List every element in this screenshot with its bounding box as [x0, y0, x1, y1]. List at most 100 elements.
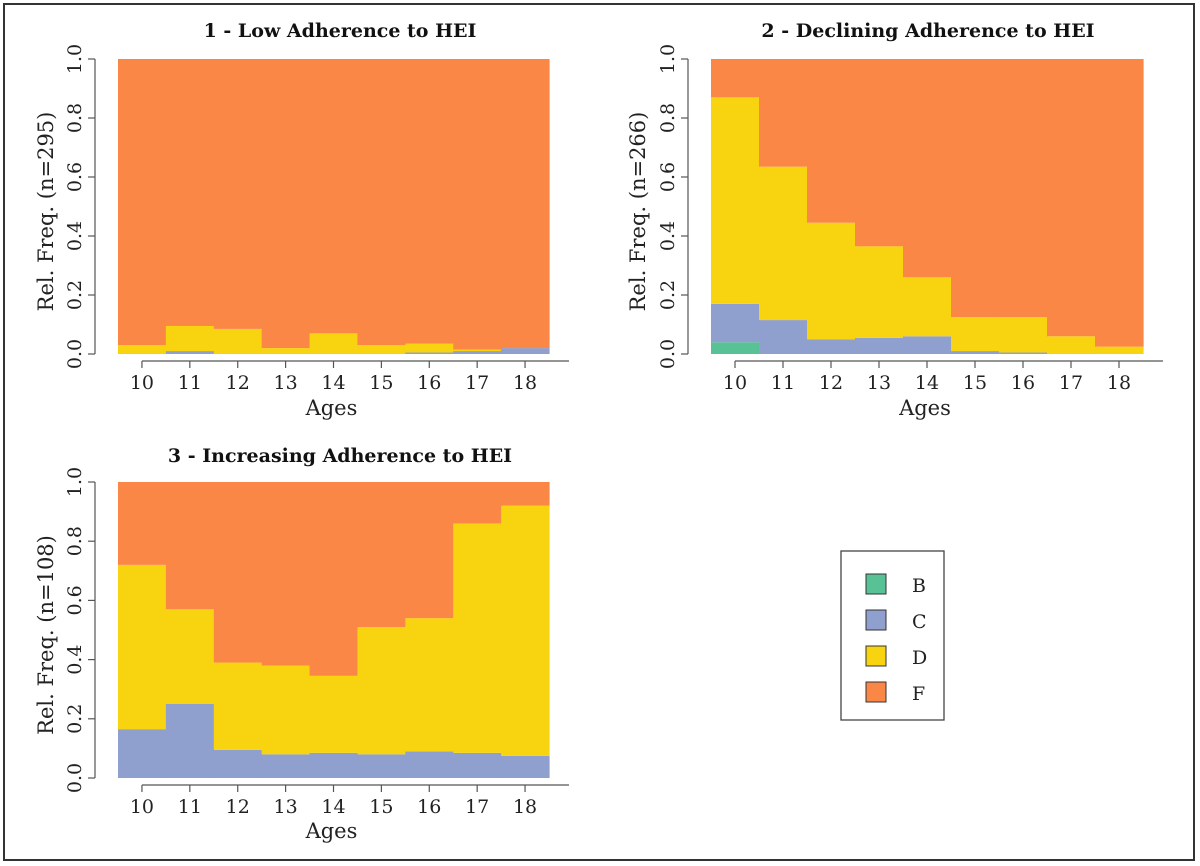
- x-tick-label: 12: [819, 372, 843, 394]
- bar-segment-f: [405, 482, 454, 619]
- bar-segment-f: [165, 59, 215, 326]
- bar-segment-d: [453, 523, 502, 753]
- y-tick-label: 1.0: [64, 44, 86, 74]
- bar-segment-f: [453, 482, 502, 524]
- x-tick-label: 18: [1107, 372, 1131, 394]
- bar-segment-d: [903, 277, 952, 337]
- x-tick-label: 10: [130, 372, 154, 394]
- legend-box: [840, 550, 945, 721]
- x-tick-label: 12: [226, 372, 250, 394]
- legend-label-b: B: [912, 575, 926, 597]
- x-tick-label: 18: [513, 796, 537, 818]
- x-axis-label: Ages: [305, 396, 358, 420]
- y-axis-label: Rel. Freq. (n=266): [626, 112, 650, 312]
- bar-segment-f: [357, 482, 406, 628]
- bar-segment-f: [999, 59, 1048, 318]
- y-tick-label: 0.6: [657, 162, 679, 192]
- bar-segment-c: [357, 754, 406, 778]
- x-tick-label: 14: [321, 796, 345, 818]
- bar-segment-f: [309, 482, 359, 676]
- x-tick-label: 10: [130, 796, 154, 818]
- x-tick-label: 16: [1011, 372, 1035, 394]
- bar-segment-d: [213, 662, 263, 750]
- y-tick-label: 0.0: [64, 763, 86, 793]
- bar-segment-c: [951, 351, 1000, 354]
- bar-segment-f: [711, 59, 760, 98]
- bar-segment-f: [453, 59, 502, 350]
- bar-segment-d: [309, 675, 359, 753]
- y-tick-label: 0.6: [64, 162, 86, 192]
- chart-title: 2 - Declining Adherence to HEI: [761, 20, 1094, 42]
- bar-segment-f: [405, 59, 454, 344]
- legend-swatch-b: [865, 573, 887, 595]
- bar-segment-c: [213, 749, 263, 778]
- bar-segment-d: [405, 343, 454, 353]
- x-axis-label: Ages: [898, 396, 951, 420]
- bar-segment-f: [759, 59, 808, 167]
- bar-segment-d: [501, 505, 550, 756]
- x-tick-label: 14: [321, 372, 345, 394]
- x-tick-label: 11: [771, 372, 795, 394]
- bar-segment-c: [855, 337, 904, 354]
- y-tick-label: 0.4: [64, 644, 86, 674]
- x-tick-label: 17: [1059, 372, 1083, 394]
- x-tick-label: 16: [417, 796, 441, 818]
- chart-title: 3 - Increasing Adherence to HEI: [168, 445, 512, 467]
- bar-segment-d: [357, 345, 406, 354]
- bar-segment-f: [855, 59, 904, 247]
- bar-segment-c: [118, 729, 167, 778]
- x-tick-label: 15: [369, 796, 393, 818]
- bar-segment-c: [999, 352, 1048, 354]
- bar-segment-c: [405, 352, 454, 354]
- y-axis-label: Rel. Freq. (n=295): [34, 112, 58, 312]
- x-tick-label: 11: [178, 372, 202, 394]
- legend-label-f: F: [912, 683, 925, 705]
- x-tick-label: 13: [274, 796, 298, 818]
- bar-segment-d: [453, 349, 502, 352]
- bar-segment-d: [405, 618, 454, 752]
- y-tick-label: 0.2: [657, 280, 679, 310]
- legend-swatch-c: [865, 609, 887, 631]
- bar-segment-f: [357, 59, 406, 346]
- bar-segment-d: [165, 325, 215, 352]
- bar-segment-c: [165, 351, 215, 354]
- chart-title: 1 - Low Adherence to HEI: [204, 20, 477, 42]
- bar-segment-d: [261, 665, 311, 755]
- legend-swatch-f: [865, 681, 887, 703]
- x-tick-label: 15: [369, 372, 393, 394]
- bar-segment-d: [1047, 336, 1096, 354]
- bar-segment-f: [1095, 59, 1144, 347]
- bar-segment-c: [261, 754, 311, 778]
- bar-segment-c: [759, 320, 808, 354]
- bar-segment-c: [405, 751, 454, 778]
- chart-panel-3: 0.0 0.2 0.4 0.6 0.8 1.0 10 11 12 13 14 15 16 17 18 3 - …: [34, 445, 569, 843]
- bar-segment-d: [999, 317, 1048, 353]
- x-tick-label: 13: [867, 372, 891, 394]
- x-tick-label: 11: [178, 796, 202, 818]
- y-tick-label: 0.2: [64, 280, 86, 310]
- bar-segment-d: [357, 627, 406, 755]
- bar-segment-d: [759, 166, 808, 321]
- x-tick-label: 14: [915, 372, 939, 394]
- x-tick-label: 18: [513, 372, 537, 394]
- x-tick-label: 10: [723, 372, 747, 394]
- bar-segment-d: [213, 328, 263, 354]
- chart-panel-1: 0.0 0.2 0.4 0.6 0.8 1.0 10 11 12 13 14 15 16 17 18 1 - …: [34, 20, 569, 420]
- bar-segment-c: [453, 752, 502, 778]
- bar-segment-f: [501, 59, 550, 349]
- y-tick-label: 0.8: [64, 526, 86, 556]
- bar-segment-d: [309, 333, 359, 354]
- bar-segment-f: [951, 59, 1000, 318]
- bar-segment-b: [711, 342, 760, 354]
- legend-label-d: D: [912, 647, 927, 669]
- y-tick-label: 0.4: [657, 221, 679, 251]
- x-tick-label: 17: [465, 796, 489, 818]
- bar-segment-f: [261, 482, 311, 666]
- bar-segment-f: [118, 59, 167, 346]
- bar-segment-c: [309, 752, 359, 778]
- bar-segment-c: [501, 755, 550, 778]
- legend-label-c: C: [912, 611, 927, 633]
- bar-segment-d: [118, 564, 167, 730]
- figure-frame: [3, 3, 1195, 861]
